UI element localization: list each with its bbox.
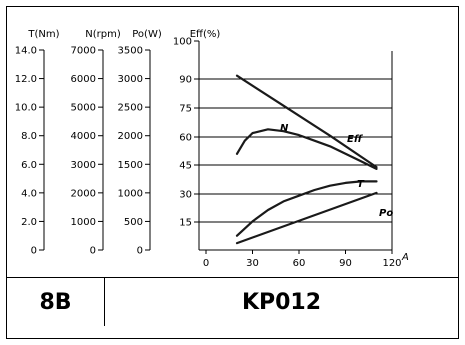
axis-header-2: Po(W)	[132, 29, 162, 40]
x-unit-label: A	[401, 252, 409, 263]
y-tick-label-3-0: 100	[173, 37, 192, 48]
y-tick-label-1-3: 4000	[71, 131, 96, 142]
y-tick-label-0-5: 4.0	[21, 188, 37, 199]
series-label-t: T	[357, 179, 365, 190]
y-tick-label-0-0: 14.0	[15, 46, 37, 57]
y-tick-label-2-4: 1500	[118, 160, 143, 171]
y-tick-label-1-4: 3000	[71, 160, 96, 171]
model-name: KP012	[241, 289, 322, 315]
x-tick-label-2: 60	[293, 258, 306, 269]
series-label-po: Po	[379, 208, 393, 219]
y-tick-label-0-2: 10.0	[15, 103, 37, 114]
x-tick-label-1: 30	[246, 258, 259, 269]
y-tick-label-1-6: 1000	[71, 217, 96, 228]
x-tick-label-3: 90	[339, 258, 352, 269]
y-tick-label-3-6: 15	[179, 218, 192, 229]
series-line-eff	[235, 128, 378, 170]
x-tick-label-4: 120	[382, 258, 401, 269]
y-tick-label-2-1: 3000	[118, 74, 143, 85]
y-tick-label-3-4: 45	[179, 161, 192, 172]
y-tick-label-0-4: 6.0	[21, 160, 37, 171]
series-label-n: N	[280, 123, 289, 134]
performance-chart: T(Nm) N(rpm) Po(W) Eff(%) 14.0 12.0 10.0 8.0 6.0…	[15, 29, 409, 269]
y-tick-label-2-5: 1000	[118, 188, 143, 199]
series-label-eff: Eff	[347, 134, 364, 145]
y-tick-label-1-1: 6000	[71, 74, 96, 85]
product-code: 8B	[7, 278, 105, 326]
axis-header-0: T(Nm)	[27, 29, 59, 40]
series-line-po	[235, 191, 378, 245]
axis-header-1: N(rpm)	[85, 29, 121, 40]
y-tick-label-2-3: 2000	[118, 131, 143, 142]
y-tick-label-3-3: 60	[179, 133, 192, 144]
y-tick-label-2-0: 3500	[118, 46, 143, 57]
y-tick-label-2-6: 500	[124, 217, 143, 228]
y-tick-label-1-7: 0	[90, 246, 96, 257]
y-tick-label-3-2: 75	[179, 104, 192, 115]
y-tick-label-2-2: 2500	[118, 103, 143, 114]
series-line-t	[235, 180, 378, 237]
y-tick-label-0-3: 8.0	[21, 131, 37, 142]
y-tick-label-1-0: 7000	[71, 46, 96, 57]
y-tick-label-0-7: 0	[31, 246, 37, 257]
y-tick-label-2-7: 0	[137, 246, 143, 257]
y-tick-label-0-1: 12.0	[15, 74, 37, 85]
x-tick-label-0: 0	[203, 258, 209, 269]
series-line-n	[235, 74, 378, 169]
y-tick-label-1-5: 2000	[71, 188, 96, 199]
y-tick-label-3-5: 30	[179, 190, 192, 201]
label-row: 8B KP012	[7, 277, 458, 326]
axis-header-3: Eff(%)	[190, 29, 221, 40]
chart-card: T(Nm) N(rpm) Po(W) Eff(%) 14.0 12.0 10.0 8.0 6.0…	[6, 6, 459, 339]
y-tick-label-3-1: 90	[179, 75, 192, 86]
y-tick-label-1-2: 5000	[71, 103, 96, 114]
y-tick-label-0-6: 2.0	[21, 217, 37, 228]
